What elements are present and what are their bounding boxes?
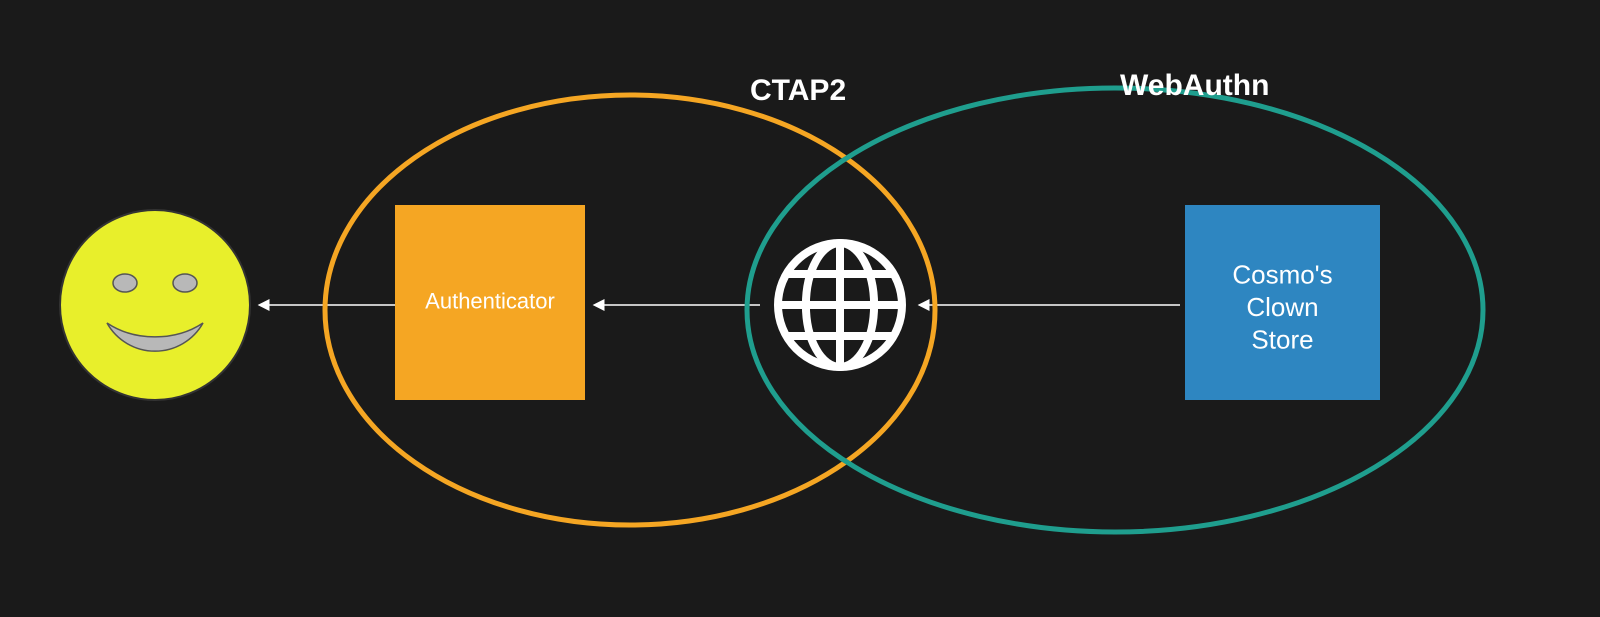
relying-party-node: Cosmo'sClownStore: [1185, 205, 1380, 400]
smiley-user-icon: [60, 210, 250, 400]
authenticator-node: Authenticator: [395, 205, 585, 400]
ctap2-label: CTAP2: [750, 74, 846, 107]
globe-icon: [778, 243, 902, 367]
authenticator-label: Authenticator: [425, 288, 555, 313]
webauthn-label: WebAuthn: [1120, 69, 1269, 102]
